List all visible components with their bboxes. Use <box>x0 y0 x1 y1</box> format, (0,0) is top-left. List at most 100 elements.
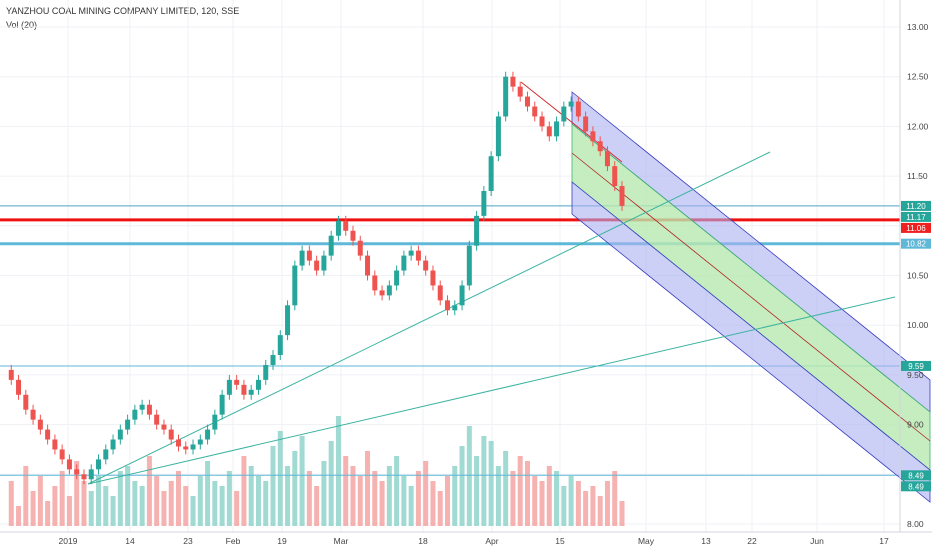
volume-bar <box>357 476 363 526</box>
volume-bar <box>503 451 509 526</box>
volume-bar <box>379 481 385 526</box>
candle-body <box>66 459 72 470</box>
candle-body <box>139 404 145 410</box>
candle-body <box>146 404 152 415</box>
candle-body <box>401 255 407 271</box>
price-label-box <box>901 470 931 481</box>
price-tick-label: 9.00 <box>907 420 924 430</box>
candle-body <box>96 459 102 470</box>
time-tick-label: Mar <box>334 536 349 546</box>
volume-bar <box>430 481 436 526</box>
volume-bar <box>314 486 320 526</box>
candle-body <box>52 439 58 450</box>
volume-bar <box>74 461 80 526</box>
time-tick-label: 17 <box>879 536 889 546</box>
volume-bar <box>183 486 189 526</box>
candle-body <box>437 285 443 301</box>
candle-body <box>445 300 451 311</box>
price-tick-label: 9.50 <box>907 370 924 380</box>
price-tick-label: 10.50 <box>907 271 929 281</box>
price-label-text: 11.20 <box>906 202 926 211</box>
candle-body <box>37 419 43 430</box>
candle-body <box>321 255 327 271</box>
candle-body <box>517 86 523 97</box>
volume-bar <box>132 481 138 526</box>
volume-bar <box>219 486 225 526</box>
volume-bar <box>299 436 305 526</box>
trendlines[interactable] <box>87 81 896 485</box>
candle-body <box>23 394 29 410</box>
volume-bar <box>37 476 43 526</box>
volume-bar <box>335 416 341 526</box>
price-tick-label: 13.00 <box>907 22 929 32</box>
volume-bar <box>103 486 109 526</box>
time-tick-label: Jun <box>810 536 824 546</box>
channel-lower-band <box>571 181 931 503</box>
time-tick-label: 23 <box>183 536 193 546</box>
candle-body <box>8 369 14 380</box>
candle-body <box>212 414 218 430</box>
volume-bar <box>604 481 610 526</box>
candle-body <box>306 250 312 261</box>
candle-body <box>292 265 298 306</box>
candle-body <box>16 379 22 395</box>
candle-body <box>154 414 160 425</box>
candle-body <box>343 220 349 231</box>
time-tick-label: 15 <box>555 536 565 546</box>
candle-body <box>488 156 494 192</box>
volume-bar <box>8 481 14 526</box>
volume-bar <box>561 486 567 526</box>
time-tick-label: 14 <box>125 536 135 546</box>
volume-bar <box>292 451 298 526</box>
time-tick-label: 13 <box>701 536 711 546</box>
candle-body <box>335 220 341 236</box>
volume-bar <box>394 456 400 526</box>
volume-bar <box>575 481 581 526</box>
candle-body <box>386 285 392 296</box>
candle-body <box>372 275 378 291</box>
volume-bar <box>328 441 334 526</box>
volume-bar <box>139 486 145 526</box>
candle-body <box>81 474 87 480</box>
candle-body <box>125 419 131 430</box>
volume-bar <box>401 476 407 526</box>
regression-channel[interactable] <box>571 91 931 503</box>
volume-bar <box>52 486 58 526</box>
candle-body <box>612 166 618 187</box>
volume-bar <box>270 446 276 526</box>
indicator-label: Vol (20) <box>6 20 38 30</box>
candle-body <box>190 444 196 450</box>
volume-bar <box>88 491 94 526</box>
horizontal-levels[interactable] <box>0 205 900 476</box>
candle-body <box>241 384 247 395</box>
candle-body <box>619 186 625 206</box>
volume-bar <box>248 466 254 526</box>
candle-body <box>481 191 487 216</box>
candle-body <box>365 255 371 276</box>
price-tick-label: 8.00 <box>907 519 924 529</box>
candle-body <box>45 429 51 440</box>
candle-body <box>415 250 421 261</box>
volume-bar <box>59 471 65 526</box>
price-label-box <box>901 238 931 249</box>
channel-center-line <box>571 152 931 442</box>
volume-bar <box>234 491 240 526</box>
volume-bar <box>568 476 574 526</box>
candle-body <box>379 290 385 296</box>
volume-bar <box>445 476 451 526</box>
volume-bar <box>241 456 247 526</box>
volume-bar <box>495 466 501 526</box>
price-labels: 11.20 11.17 11.06 10.82 9.59 8.49 8.49 <box>901 200 931 492</box>
price-label-text: 11.17 <box>906 213 926 222</box>
candle-body <box>357 240 363 256</box>
chart-title: YANZHOU COAL MINING COMPANY LIMITED, 120… <box>6 6 240 16</box>
price-label-box <box>901 200 931 211</box>
candle-body <box>328 235 334 256</box>
candle-body <box>554 121 560 137</box>
volume-bar <box>517 456 523 526</box>
candle-body <box>234 379 240 385</box>
volume-bar <box>365 451 371 526</box>
trendline-resistance <box>520 81 623 163</box>
time-axis[interactable]: 2019 14 23 Feb 19 Mar 18 Apr 15 May 13 22 Jun 17 <box>0 531 932 546</box>
